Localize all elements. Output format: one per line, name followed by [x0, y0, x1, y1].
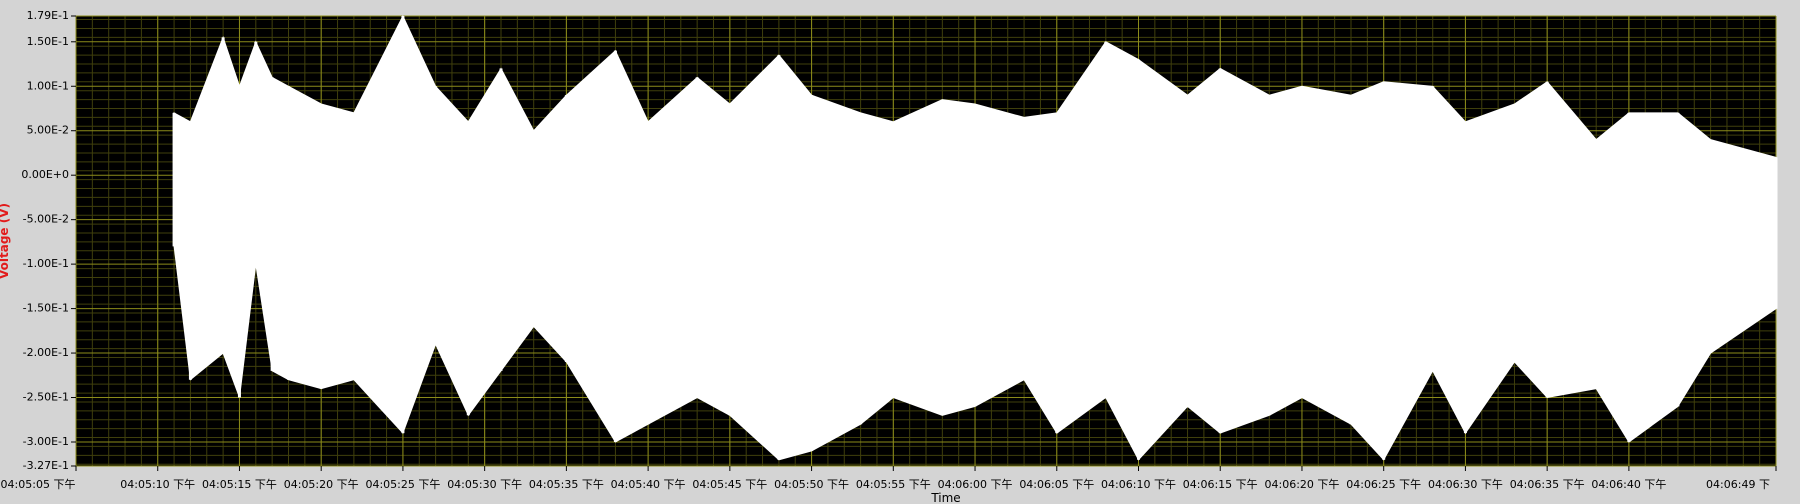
x-tick-label: 04:05:35 下午	[529, 478, 604, 491]
y-tick-label: -3.27E-1	[23, 459, 69, 472]
x-tick-label: 04:06:20 下午	[1265, 478, 1340, 491]
x-tick-label: 04:05:40 下午	[611, 478, 686, 491]
y-axis-ticks: 1.79E-1 1.50E-1 1.00E-1 5.00E-2 0.00E+0 -5.00…	[21, 9, 76, 472]
x-tick-label: 04:05:45 下午	[692, 478, 767, 491]
y-tick-label: -3.00E-1	[23, 435, 69, 448]
x-axis-ticks: 04:05:05 下午 04:05:10 下午 04:05:15 下午 04:05:2…	[1, 466, 1777, 491]
y-tick-label: 1.00E-1	[27, 79, 69, 92]
x-tick-label: 04:05:55 下午	[856, 478, 931, 491]
x-axis-label: Time	[930, 491, 960, 504]
x-tick-label: 04:06:00 下午	[938, 478, 1013, 491]
x-tick-label: 04:05:25 下午	[365, 478, 440, 491]
x-tick-label: 04:06:15 下午	[1183, 478, 1258, 491]
x-tick-label: 04:05:15 下午	[202, 478, 277, 491]
x-tick-label: 04:06:30 下午	[1428, 478, 1503, 491]
y-tick-label: 1.79E-1	[27, 9, 69, 22]
y-tick-label: -2.00E-1	[23, 346, 69, 359]
x-tick-label: 04:05:50 下午	[774, 478, 849, 491]
y-tick-label: -5.00E-2	[23, 213, 69, 226]
x-tick-label: 04:05:10 下午	[120, 478, 195, 491]
y-tick-label: -1.00E-1	[23, 257, 69, 270]
y-tick-label: 1.50E-1	[27, 35, 69, 48]
y-tick-label: 5.00E-2	[27, 124, 69, 137]
y-axis-label: Voltage (V)	[0, 203, 11, 279]
x-tick-label: 04:05:05 下午	[1, 478, 76, 491]
y-tick-label: 0.00E+0	[21, 168, 69, 181]
y-tick-label: -1.50E-1	[23, 302, 69, 315]
y-tick-label: -2.50E-1	[23, 391, 69, 404]
x-tick-label: 04:06:10 下午	[1101, 478, 1176, 491]
series-layer	[172, 14, 1778, 461]
x-tick-label: 04:06:25 下午	[1346, 478, 1421, 491]
x-tick-label: 04:06:35 下午	[1510, 478, 1585, 491]
x-tick-label: 04:05:20 下午	[284, 478, 359, 491]
x-tick-label: 04:05:30 下午	[447, 478, 522, 491]
x-tick-label: 04:06:05 下午	[1019, 478, 1094, 491]
x-tick-label: 04:06:40 下午	[1591, 478, 1666, 491]
x-tick-label: 04:06:49 下	[1706, 478, 1770, 491]
